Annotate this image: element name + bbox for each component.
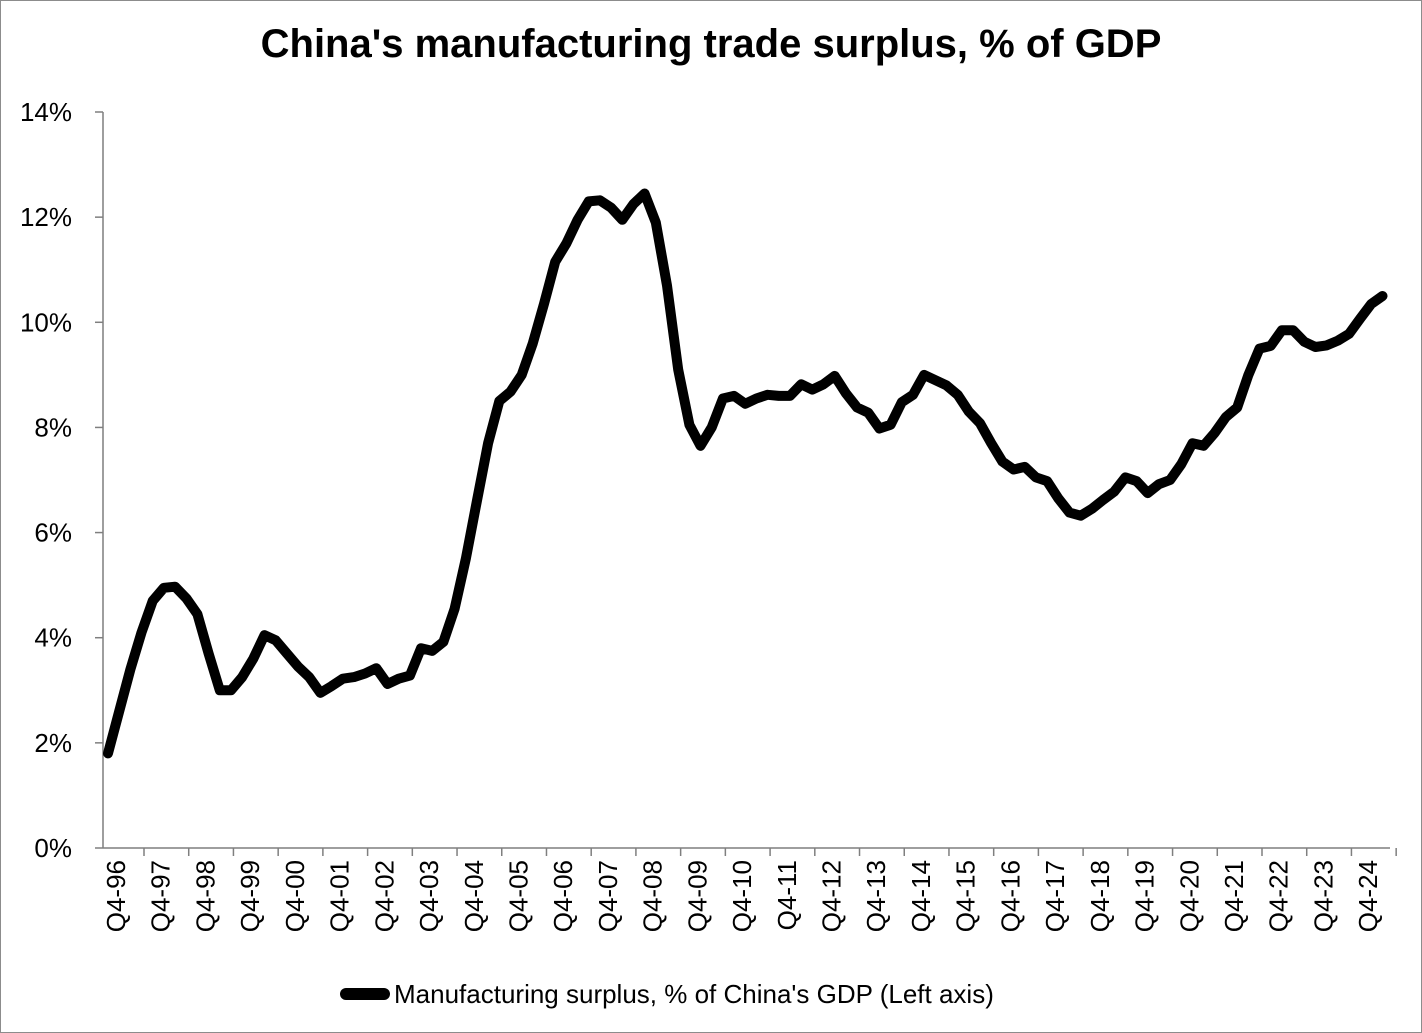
x-tick-label: Q4-23 — [1308, 860, 1338, 932]
x-tick-label: Q4-22 — [1264, 860, 1294, 932]
x-tick-label: Q4-10 — [727, 860, 757, 932]
x-tick-label: Q4-16 — [995, 860, 1025, 932]
x-tick-label: Q4-19 — [1130, 860, 1160, 932]
x-tick-label: Q4-11 — [772, 860, 802, 930]
series-line-0 — [103, 188, 1388, 759]
x-tick-label: Q4-17 — [1040, 860, 1070, 932]
x-tick-label: Q4-24 — [1353, 860, 1383, 932]
x-tick-label: Q4-12 — [817, 860, 847, 932]
x-tick-label: Q4-05 — [503, 860, 533, 932]
x-tick-label: Q4-03 — [414, 860, 444, 932]
x-tick-label: Q4-09 — [682, 860, 712, 932]
x-tick-label: Q4-13 — [861, 860, 891, 932]
x-tick-label: Q4-08 — [638, 860, 668, 932]
y-tick-label: 4% — [34, 623, 72, 653]
x-tick-label: Q4-00 — [280, 860, 310, 932]
x-tick-label: Q4-06 — [548, 860, 578, 932]
y-tick-label: 8% — [34, 412, 72, 442]
y-tick-label: 14% — [20, 97, 72, 127]
y-tick-label: 0% — [34, 833, 72, 863]
y-tick-label: 12% — [20, 202, 72, 232]
y-tick-label: 6% — [34, 518, 72, 548]
x-tick-label: Q4-07 — [593, 860, 623, 932]
x-tick-label: Q4-14 — [906, 860, 936, 932]
y-tick-label: 10% — [20, 307, 72, 337]
x-tick-label: Q4-04 — [459, 860, 489, 932]
x-tick-label: Q4-98 — [190, 860, 220, 932]
x-tick-label: Q4-99 — [235, 860, 265, 932]
x-tick-label: Q4-18 — [1085, 860, 1115, 932]
y-tick-label: 2% — [34, 728, 72, 758]
legend-label: Manufacturing surplus, % of China's GDP … — [394, 978, 994, 1009]
chart-title: China's manufacturing trade surplus, % o… — [260, 22, 1162, 66]
x-tick-label: Q4-21 — [1219, 860, 1249, 932]
x-tick-label: Q4-01 — [325, 860, 355, 932]
x-tick-label: Q4-15 — [951, 860, 981, 932]
legend-swatch — [340, 988, 390, 1000]
x-tick-label: Q4-97 — [146, 860, 176, 932]
legend: Manufacturing surplus, % of China's GDP … — [340, 976, 994, 1012]
x-tick-label: Q4-96 — [101, 860, 131, 932]
x-tick-label: Q4-02 — [369, 860, 399, 932]
x-tick-label: Q4-20 — [1174, 860, 1204, 932]
